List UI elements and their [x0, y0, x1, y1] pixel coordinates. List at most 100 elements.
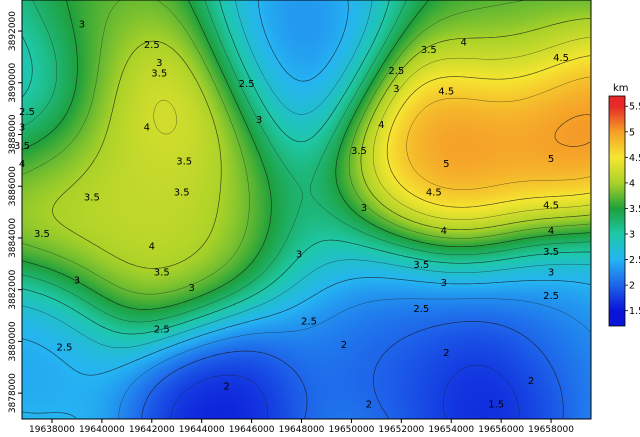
colorbar-tick-label: 3.5	[629, 204, 640, 215]
contour-label: 4	[441, 226, 447, 237]
contour-label: 4.5	[438, 87, 454, 98]
contour-label: 5	[548, 154, 554, 165]
y-tick-label: 3890000	[8, 62, 18, 102]
contour-label: 5	[443, 159, 449, 170]
contour-line	[22, 0, 591, 310]
plot-frame	[21, 0, 592, 420]
color-field	[22, 0, 591, 419]
contour-line	[52, 18, 591, 269]
contour-label: 3	[156, 58, 162, 69]
x-tick-label: 19642000	[129, 425, 175, 433]
contour-label: 3	[441, 278, 447, 289]
x-tick-label: 19646000	[229, 425, 275, 433]
x-tick-label: 19654000	[428, 425, 474, 433]
contour-label: 2.5	[301, 317, 317, 328]
colorbar-tick-label: 3	[629, 230, 635, 241]
contour-label: 3	[548, 268, 554, 279]
contour-label: 3.5	[174, 187, 190, 198]
contour-label: 1.5	[488, 399, 504, 410]
contour-label: 4.5	[426, 187, 442, 198]
contour-label: 4	[144, 123, 150, 134]
contour-label: 4	[461, 37, 467, 48]
contour-label: 2.5	[144, 40, 160, 51]
contour-line	[22, 0, 590, 335]
colorbar-tick-label: 2.5	[629, 255, 640, 266]
contour-lines	[22, 0, 591, 419]
contour-label: 3	[361, 203, 367, 214]
contour-line	[22, 0, 590, 295]
y-axis: 3878000 3880000 3882000 3884000 3886000 38880…	[8, 11, 22, 413]
x-axis: 19638000 19640000 19642000 19644000 19646000…	[29, 419, 574, 435]
contour-label: 3.5	[421, 45, 437, 56]
contour-label: 2.5	[239, 79, 255, 90]
colorbar-tick-label: 5.5	[629, 102, 640, 113]
y-tick-label: 3880000	[8, 321, 18, 361]
contour-label: 2.5	[543, 291, 559, 302]
x-tick-label: 19650000	[329, 425, 375, 433]
contour-label: 2.5	[388, 66, 404, 77]
contour-label: 2	[341, 340, 347, 351]
contour-label: 3	[296, 249, 302, 260]
contour-label: 4	[378, 120, 384, 131]
contour-label: 4.5	[543, 200, 559, 211]
field-raster	[22, 0, 591, 419]
contour-label: 2	[366, 399, 372, 410]
contour-label: 2.5	[56, 343, 72, 354]
contour-label: 4	[149, 242, 155, 253]
x-tick-label: 19648000	[279, 425, 325, 433]
y-tick-label: 3878000	[8, 373, 18, 413]
contour-line	[170, 364, 520, 419]
contour-label: 2.5	[413, 304, 429, 315]
contour-label: 2.5	[154, 324, 170, 335]
y-tick-label: 3886000	[8, 166, 18, 206]
contour-label: 2.5	[19, 107, 35, 118]
contour-label: 3.5	[543, 247, 559, 258]
contour-line	[406, 76, 591, 190]
contour-label: 4.5	[553, 53, 569, 64]
contour-label: 3.5	[351, 146, 367, 157]
colorbar: km 1.5 2 2.5 3 3.5 4 4.5 5 5.5	[608, 83, 640, 327]
contour-line	[22, 0, 591, 323]
y-tick-label: 3888000	[8, 114, 18, 154]
colorbar-tick-label: 4	[629, 178, 635, 189]
contour-label: 3	[74, 275, 80, 286]
y-tick-label: 3882000	[8, 269, 18, 309]
contour-label: 3.5	[176, 156, 192, 167]
contour-line	[554, 114, 591, 147]
contour-line	[153, 37, 591, 220]
contour-label: 3	[79, 19, 85, 30]
contour-line	[141, 321, 564, 419]
colorbar-tick-label: 5	[629, 127, 635, 138]
contour-label: 3	[256, 115, 262, 126]
colorbar-unit-label: km	[613, 83, 629, 94]
x-tick-label: 19644000	[179, 425, 225, 433]
contour-label: 3.5	[84, 193, 100, 204]
colorbar-tick-label: 2	[629, 281, 635, 292]
contour-label: 2	[443, 348, 449, 359]
y-tick-label: 3892000	[8, 11, 18, 51]
contour-label: 3.5	[34, 229, 50, 240]
x-tick-label: 19656000	[478, 425, 524, 433]
colorbar-scale	[608, 95, 626, 327]
colorbar-tick-label: 4.5	[629, 153, 640, 164]
contour-label: 3.5	[154, 268, 170, 279]
x-tick-label: 19658000	[528, 425, 574, 433]
contour-label: 2	[223, 381, 229, 392]
contour-label: 3	[393, 84, 399, 95]
x-tick-label: 19638000	[29, 425, 75, 433]
contour-line	[22, 0, 591, 419]
contour-label: 3.5	[413, 260, 429, 271]
x-tick-label: 19640000	[79, 425, 125, 433]
contour-line	[386, 55, 591, 208]
contour-label: 4	[548, 226, 554, 237]
contour-line	[118, 298, 591, 419]
contour-label: 2	[528, 376, 534, 387]
contour-line	[22, 0, 591, 349]
contour-label: 3.5	[151, 68, 167, 79]
colorbar-tick-label: 1.5	[629, 306, 640, 317]
contour-label: 3	[189, 283, 195, 294]
x-tick-label: 19652000	[378, 425, 424, 433]
y-tick-label: 3884000	[8, 218, 18, 258]
